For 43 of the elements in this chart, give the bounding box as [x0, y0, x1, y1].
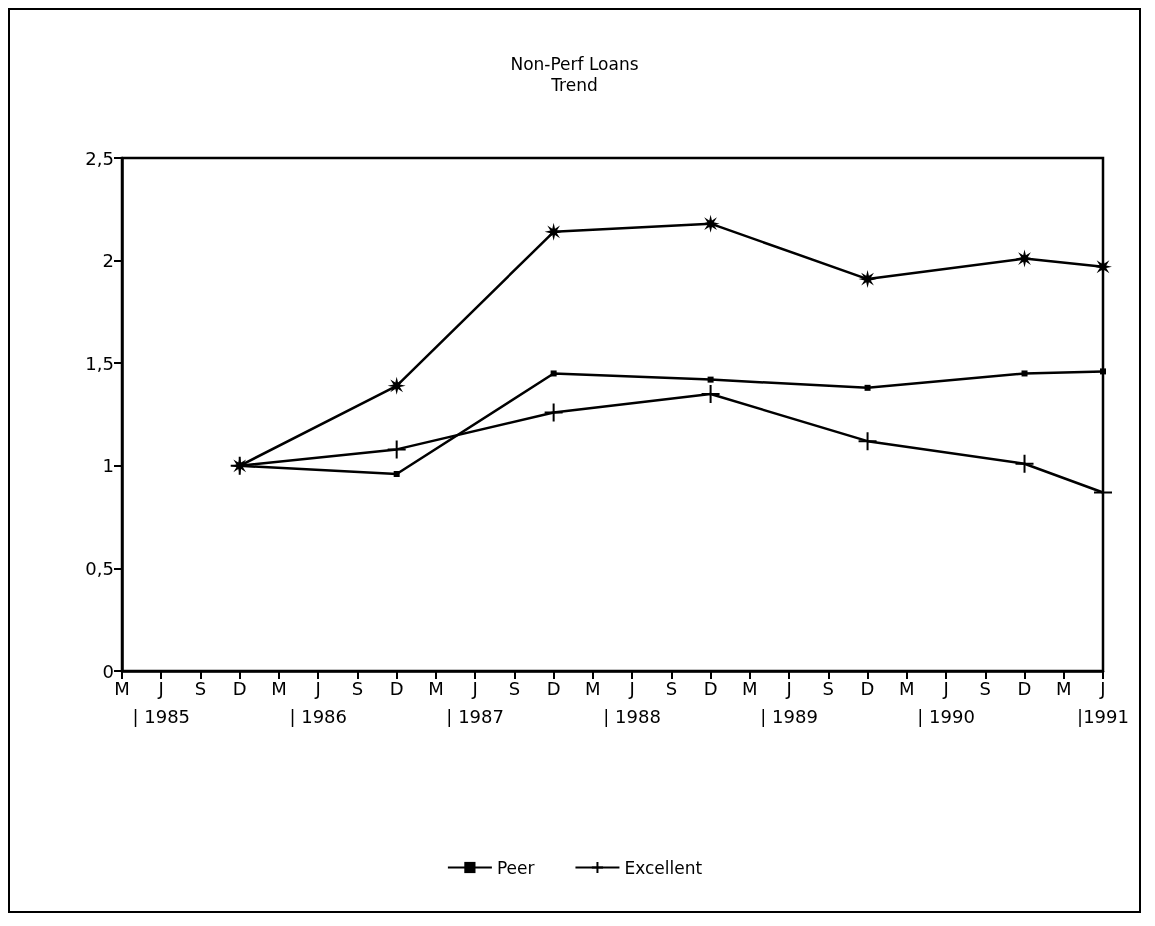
x-tick-label: D — [860, 677, 875, 699]
x-tick-label: D — [546, 677, 561, 699]
x-tick-label: M — [742, 677, 758, 699]
y-tick-label: 1,5 — [85, 352, 114, 374]
x-tick-label: S — [979, 677, 991, 699]
x-tick-label: M — [899, 677, 915, 699]
text: | 1990 — [917, 705, 975, 727]
x-tick-label: J — [157, 677, 164, 699]
x-tick-label: J — [314, 677, 321, 699]
y-tick-label: 2,5 — [85, 147, 114, 169]
x-tick-label: J — [628, 677, 635, 699]
x-tick-label: J — [471, 677, 478, 699]
x-tick-label: D — [232, 677, 247, 699]
y-tick-label: 0 — [102, 660, 114, 682]
x-tick-label: S — [508, 677, 521, 699]
y-tick-label: 1 — [102, 455, 114, 477]
text: | 1987 — [446, 705, 504, 727]
x-tick-label: S — [194, 677, 207, 699]
x-tick-label: S — [351, 677, 364, 699]
x-tick-label: M — [271, 677, 287, 699]
x-tick-label: J — [1099, 677, 1106, 699]
x-tick-label: M — [428, 677, 444, 699]
x-tick-label: S — [665, 677, 678, 699]
x-tick-label: J — [785, 677, 792, 699]
chart-subtitle: Trend — [550, 74, 598, 95]
x-tick-label: D — [703, 677, 718, 699]
y-tick-label: 0,5 — [85, 557, 114, 579]
x-tick-label: D — [1017, 677, 1032, 699]
text: | 1985 — [132, 705, 191, 727]
legend-label: Excellent — [624, 857, 703, 878]
text: | 1988 — [603, 705, 661, 727]
x-tick-label: S — [822, 677, 835, 699]
x-tick-label: D — [389, 677, 404, 699]
chart-title: Non-Perf Loans — [510, 53, 639, 74]
text: | 1986 — [289, 705, 347, 727]
x-tick-label: J — [942, 677, 949, 699]
x-tick-label: M — [1055, 677, 1072, 699]
text: | 1989 — [760, 705, 818, 727]
legend-label: Peer — [496, 857, 535, 878]
y-tick-label: 2 — [102, 250, 114, 272]
x-tick-label: M — [585, 677, 601, 699]
x-tick-label: M — [114, 677, 130, 699]
text: |1991 — [1077, 705, 1129, 727]
